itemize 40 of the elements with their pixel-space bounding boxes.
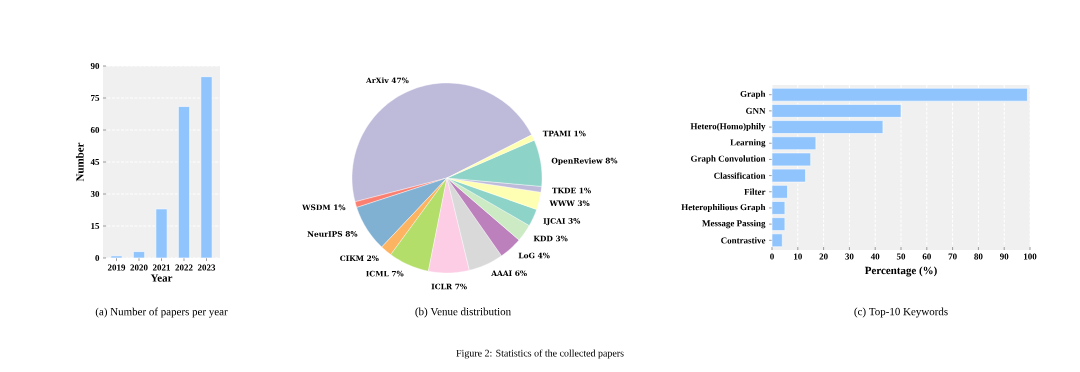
y-tick-label: Graph Convolution <box>690 155 766 164</box>
x-tick-label: 90 <box>999 253 1009 260</box>
y-tick-label: Heterophilious Graph <box>681 203 766 213</box>
x-tick-label: 20 <box>819 253 828 260</box>
x-tick-label: 100 <box>1024 253 1037 260</box>
x-tick-label: 50 <box>896 253 906 260</box>
text: (a) Number of papers per year <box>95 307 228 318</box>
y-tick-label: Contrastive <box>721 237 766 244</box>
y-tick-label: GNN <box>746 107 766 114</box>
y-tick-label: Filter <box>744 188 766 195</box>
x-tick-label: 2023 <box>197 264 216 271</box>
y-tick-label: 30 <box>90 190 100 198</box>
x-tick-label: 70 <box>948 253 957 260</box>
x-tick-label: 2021 <box>152 264 170 271</box>
x-tick-label: 80 <box>974 253 983 260</box>
y-tick-label: 60 <box>90 126 100 134</box>
y-tick-label: 15 <box>91 222 100 230</box>
x-axis-title: Percentage (%) <box>864 266 937 277</box>
x-tick-label: 10 <box>794 253 802 260</box>
y-tick-label: Learning <box>730 139 766 148</box>
x-tick-label: 60 <box>922 253 931 260</box>
bar <box>771 233 783 248</box>
text: (b) Venue distribution <box>415 307 511 318</box>
x-tick-label: 2022 <box>175 264 193 271</box>
caption: Figure 2: Statistics of the collected papers <box>456 349 624 359</box>
y-tick-label: Classification <box>714 172 766 179</box>
y-tick-label: 90 <box>90 62 100 70</box>
y-tick-label: Graph <box>740 90 766 99</box>
y-tick-label: Hetero(Homo)phily <box>690 122 766 132</box>
y-tick-label: 75 <box>91 95 100 101</box>
x-tick-label: 2020 <box>130 264 148 271</box>
x-tick-label: 30 <box>845 253 854 260</box>
text: (c) Top-10 Keywords <box>854 307 948 318</box>
y-axis-title: Number <box>75 142 84 182</box>
y-tick-label: Message Passing <box>702 220 766 229</box>
x-tick-label: 2019 <box>107 264 126 271</box>
x-axis-title: Year <box>150 274 173 282</box>
x-tick-label: 0 <box>770 253 774 260</box>
x-tick-label: 40 <box>870 253 880 260</box>
y-tick-label: 45 <box>90 159 100 165</box>
